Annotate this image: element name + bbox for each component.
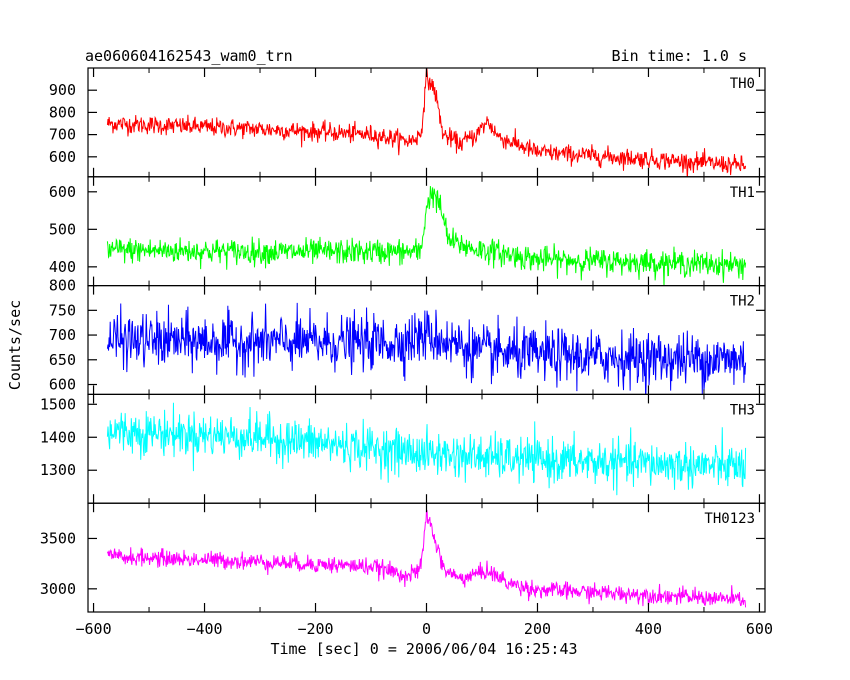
xtick-label-600: 600: [746, 620, 773, 638]
ytick-label-th1-400: 400: [49, 258, 76, 276]
ytick-label-th3-1300: 1300: [40, 461, 76, 479]
ytick-label-th2-600: 600: [49, 376, 76, 394]
ytick-label-th1-500: 500: [49, 220, 76, 238]
panel-label-th0123: TH0123: [704, 511, 755, 527]
xtick-label-400: 400: [635, 620, 662, 638]
ytick-label-th2-700: 700: [49, 326, 76, 344]
series-line-th0123: [106, 508, 747, 608]
chart-title: ae060604162543_wam0_trn: [85, 47, 293, 65]
xtick-label--200: −200: [297, 620, 333, 638]
series-line-th3: [106, 402, 747, 496]
ytick-label-th0-800: 800: [49, 103, 76, 121]
ytick-label-th3-1400: 1400: [40, 428, 76, 446]
y-axis-label: Counts/sec: [6, 300, 24, 390]
series-line-th2: [106, 302, 747, 395]
panel-label-th3: TH3: [730, 402, 755, 418]
ytick-label-th2-750: 750: [49, 301, 76, 319]
ytick-label-th0-700: 700: [49, 126, 76, 144]
ytick-label-th1-600: 600: [49, 183, 76, 201]
series-line-th1: [106, 186, 747, 286]
ytick-label-th2-650: 650: [49, 351, 76, 369]
panel-label-th2: TH2: [730, 294, 755, 310]
ytick-label-th0-600: 600: [49, 148, 76, 166]
xtick-label--600: −600: [75, 620, 111, 638]
ytick-label-th3-1500: 1500: [40, 395, 76, 413]
bin-time-label: Bin time: 1.0 s: [612, 47, 747, 65]
ytick-label-th2-800: 800: [49, 277, 76, 295]
xtick-label-200: 200: [524, 620, 551, 638]
panel-label-th1: TH1: [730, 185, 755, 201]
xtick-label--400: −400: [186, 620, 222, 638]
panels: 600 700 800 900 TH0 400 500 600 TH1 600 650 700 750 8…: [40, 67, 773, 638]
ytick-label-th0123-3000: 3000: [40, 580, 76, 598]
series-line-th0: [106, 68, 747, 177]
panel-frame-th0: [87, 67, 766, 178]
panel-label-th0: TH0: [730, 76, 755, 92]
ytick-label-th0-900: 900: [49, 81, 76, 99]
x-axis-label: Time [sec] 0 = 2006/06/04 16:25:43: [270, 640, 577, 658]
xtick-label-0: 0: [422, 620, 431, 638]
ytick-label-th0123-3500: 3500: [40, 529, 76, 547]
